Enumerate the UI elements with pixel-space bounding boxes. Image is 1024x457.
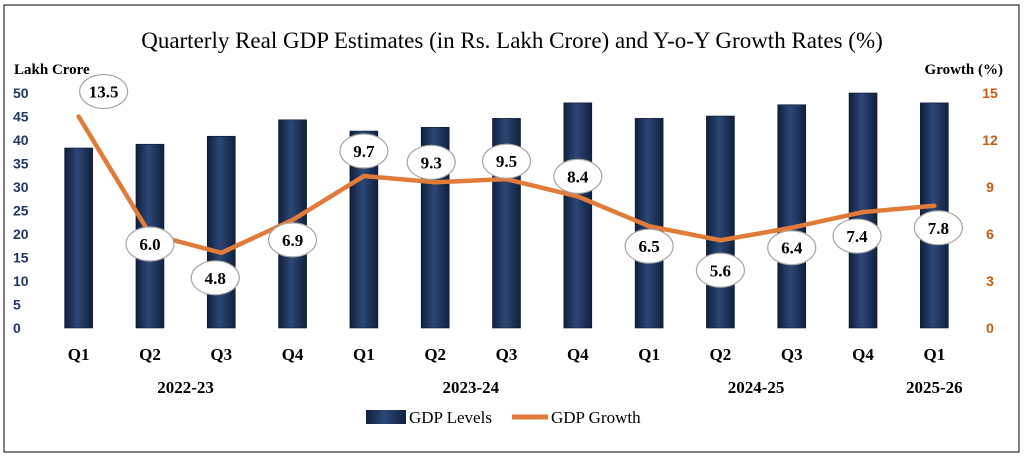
x-tick-label: Q1 (353, 345, 375, 364)
growth-data-label: 4.8 (205, 269, 226, 288)
gdp-level-bar (777, 104, 807, 329)
growth-label-bubble (125, 226, 175, 262)
data-labels: 13.5 6.0 4.8 6.9 9.7 9.3 9.5 8.4 6.5 5.6 6.4 7.4 7.8 (79, 73, 963, 296)
growth-data-label: 13.5 (89, 83, 119, 102)
x-tick-label: Q2 (710, 345, 732, 364)
gdp-level-bar (64, 147, 93, 329)
x-tick-label: Q4 (852, 345, 874, 364)
growth-data-label: 7.8 (928, 219, 949, 238)
x-tick-label: Q1 (638, 345, 660, 364)
growth-data-label: 6.5 (638, 237, 659, 256)
fiscal-year-label: 2024-25 (728, 378, 785, 397)
growth-label-bubble (832, 218, 882, 254)
y-left-tick-label: 50 (13, 85, 29, 101)
fiscal-year-label: 2023-24 (443, 378, 500, 397)
y-left-tick-label: 25 (13, 203, 29, 219)
fiscal-year-label: 2025-26 (906, 378, 963, 397)
gdp-level-bar (563, 102, 593, 329)
growth-data-label: 6.0 (139, 235, 160, 254)
gdp-level-bar (706, 115, 735, 329)
y-right-tick-label: 12 (982, 132, 998, 148)
growth-data-label: 5.6 (710, 261, 731, 280)
x-tick-label: Q4 (282, 345, 304, 364)
legend-bar-label: GDP Levels (409, 408, 492, 427)
y-right-tick-label: 0 (986, 320, 994, 336)
growth-label-bubble (913, 210, 963, 246)
y-right-tick-label: 15 (982, 85, 998, 101)
x-tick-label: Q4 (567, 345, 589, 364)
y-left-tick-label: 30 (13, 179, 29, 195)
x-tick-label: Q1 (68, 345, 90, 364)
growth-label-bubble (267, 222, 318, 258)
growth-data-label: 6.4 (781, 239, 803, 258)
fiscal-year-groups: 2022-23 2023-24 2024-25 2025-26 (157, 378, 962, 397)
growth-label-bubble (767, 230, 817, 266)
y-left-tick-label: 5 (13, 297, 21, 313)
x-tick-label: Q1 (923, 345, 945, 364)
fiscal-year-label: 2022-23 (157, 378, 214, 397)
y-right-tick-label: 6 (986, 226, 994, 242)
growth-data-label: 8.4 (567, 167, 589, 186)
y-left-tick-label: 15 (13, 250, 29, 266)
y-left-tick-label: 20 (13, 226, 29, 242)
x-tick-label: Q3 (496, 345, 518, 364)
growth-label-bubble (695, 252, 746, 288)
gdp-growth-line (76, 114, 937, 256)
growth-label-bubble (624, 228, 674, 264)
legend: GDP Levels GDP Growth (366, 408, 641, 427)
legend-line-label: GDP Growth (551, 408, 641, 427)
x-tick-label: Q3 (210, 345, 232, 364)
growth-label-bubble (339, 133, 389, 169)
y-right-tick-label: 3 (986, 273, 994, 289)
gdp-level-bar (206, 135, 236, 329)
growth-data-label: 6.9 (282, 231, 303, 250)
y-left-tick-label: 10 (13, 273, 29, 289)
growth-data-label: 9.7 (353, 142, 375, 161)
chart-title: Quarterly Real GDP Estimates (in Rs. Lak… (141, 28, 883, 53)
growth-label-bubble (553, 158, 603, 194)
y-left-tick-label: 35 (13, 156, 29, 172)
growth-label-bubble (190, 260, 240, 296)
growth-label-bubble (406, 144, 456, 180)
y-axis-left: 0 5 10 15 20 25 30 35 40 45 50 (13, 85, 29, 336)
y-left-tick-label: 0 (13, 320, 21, 336)
x-axis: Q1 Q2 Q3 Q4 Q1 Q2 Q3 Q4 Q1 Q2 Q3 Q4 Q1 (68, 345, 945, 364)
growth-label-bubble (79, 73, 129, 110)
y-axis-left-title: Lakh Crore (14, 62, 90, 78)
legend-bar-swatch (366, 410, 406, 424)
y-axis-right: 0 3 6 9 12 15 (982, 85, 998, 336)
y-left-tick-label: 45 (13, 109, 29, 125)
y-axis-right-title: Growth (%) (925, 62, 1003, 78)
growth-data-label: 9.5 (496, 152, 517, 171)
line-series (76, 114, 937, 256)
x-tick-label: Q2 (139, 345, 161, 364)
x-tick-label: Q2 (424, 345, 446, 364)
growth-label-bubble (481, 143, 532, 179)
x-tick-label: Q3 (781, 345, 803, 364)
growth-data-label: 9.3 (421, 153, 442, 172)
y-left-tick-label: 40 (13, 132, 29, 148)
growth-data-label: 7.4 (846, 227, 868, 246)
y-right-tick-label: 9 (986, 179, 994, 195)
